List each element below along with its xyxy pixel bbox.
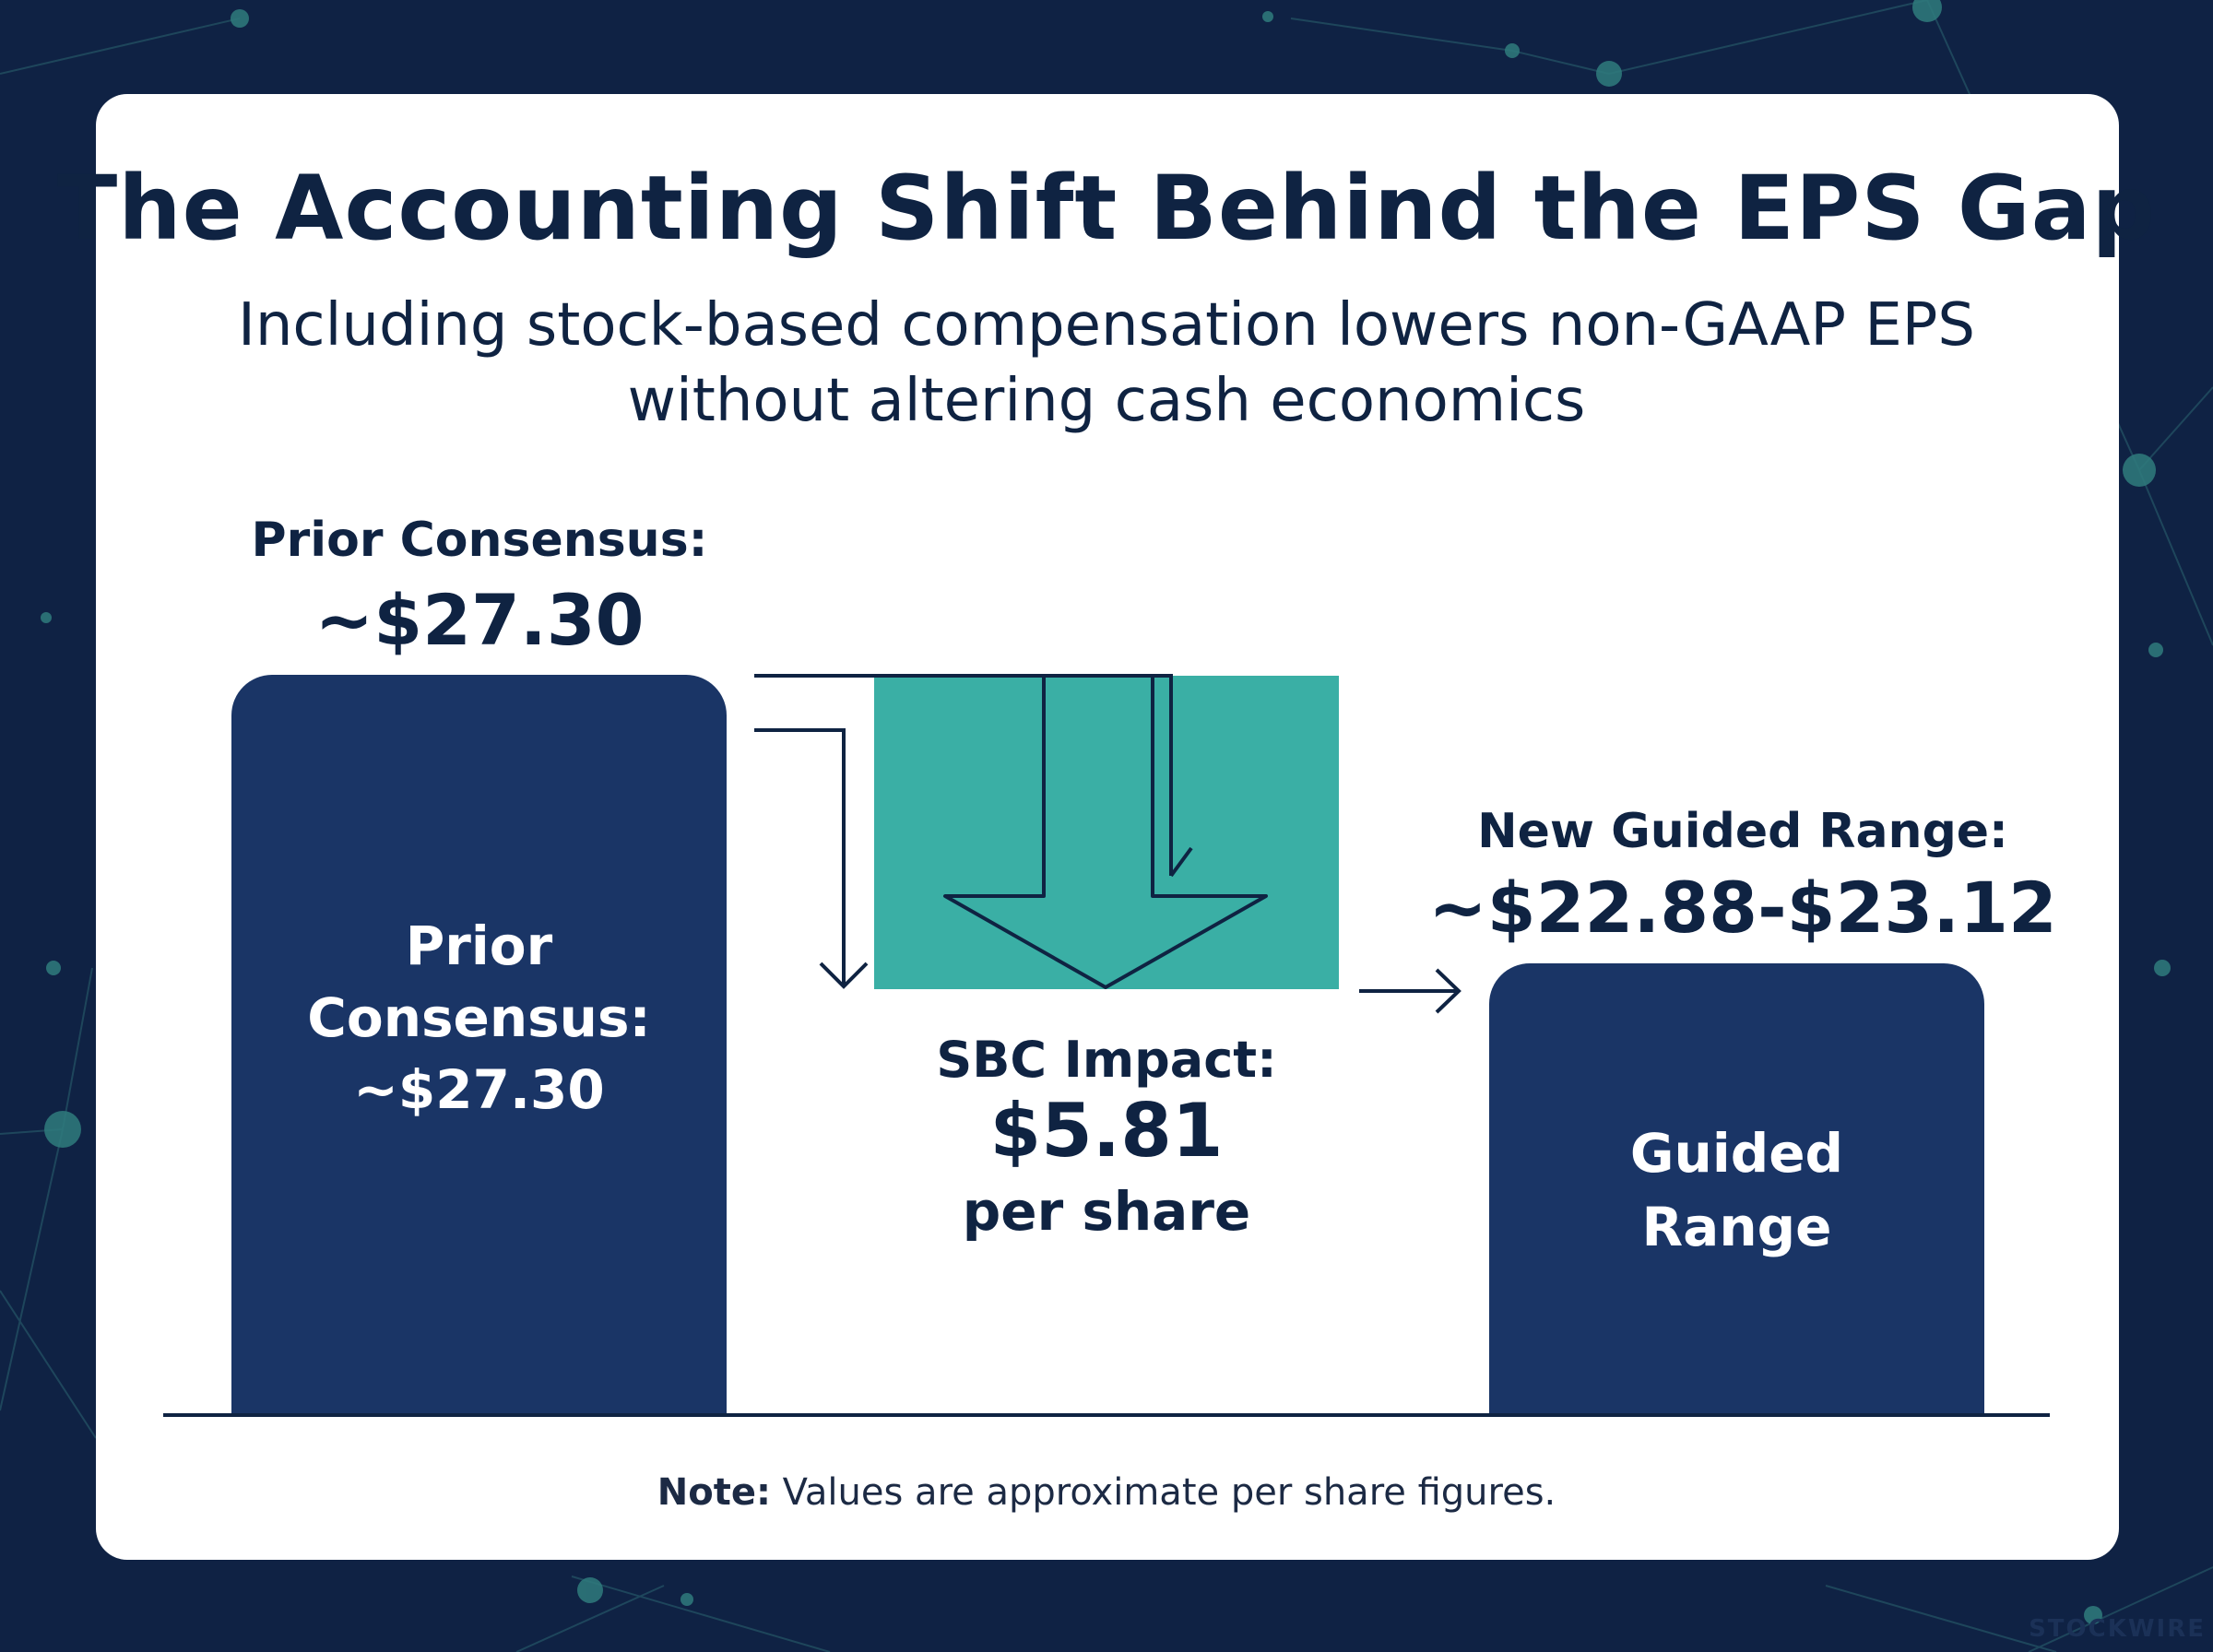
sbc-impact-unit: per share xyxy=(962,1180,1251,1243)
sbc-down-arrow xyxy=(943,674,1268,989)
connector-top-line xyxy=(754,674,1173,876)
sbc-impact-label: SBC Impact: xyxy=(936,1031,1277,1089)
prior-consensus-bar: Prior Consensus: ~$27.30 xyxy=(231,675,727,1416)
guided-range-bar: Guided Range xyxy=(1489,963,1984,1416)
guided-range-label: New Guided Range: xyxy=(1477,804,2008,859)
footnote: Note: Values are approximate per share f… xyxy=(0,1471,2213,1514)
chart-baseline xyxy=(163,1413,2050,1417)
prior-bar-line-2: Consensus: xyxy=(307,986,651,1049)
prior-consensus-value: ~$27.30 xyxy=(314,579,645,661)
prior-consensus-label: Prior Consensus: xyxy=(251,513,708,568)
chart-subtitle: Including stock-based compensation lower… xyxy=(237,291,1976,435)
footnote-label: Note: xyxy=(657,1471,771,1514)
chart-title: The Accounting Shift Behind the EPS Gap xyxy=(56,157,2157,260)
guided-bar-line-1: Guided xyxy=(1629,1121,1844,1185)
footnote-text: Values are approximate per share figures… xyxy=(770,1471,1556,1514)
prior-bar-line-1: Prior xyxy=(405,914,553,977)
prior-bar-line-3: ~$27.30 xyxy=(353,1058,605,1121)
connector-left-arrow xyxy=(754,728,846,985)
guided-range-value: ~$22.88-$23.12 xyxy=(1428,867,2057,949)
guided-bar-line-2: Range xyxy=(1641,1195,1832,1258)
brand-watermark: STOCKWIRE xyxy=(2029,1615,2206,1643)
sbc-impact-value: $5.81 xyxy=(989,1088,1224,1174)
